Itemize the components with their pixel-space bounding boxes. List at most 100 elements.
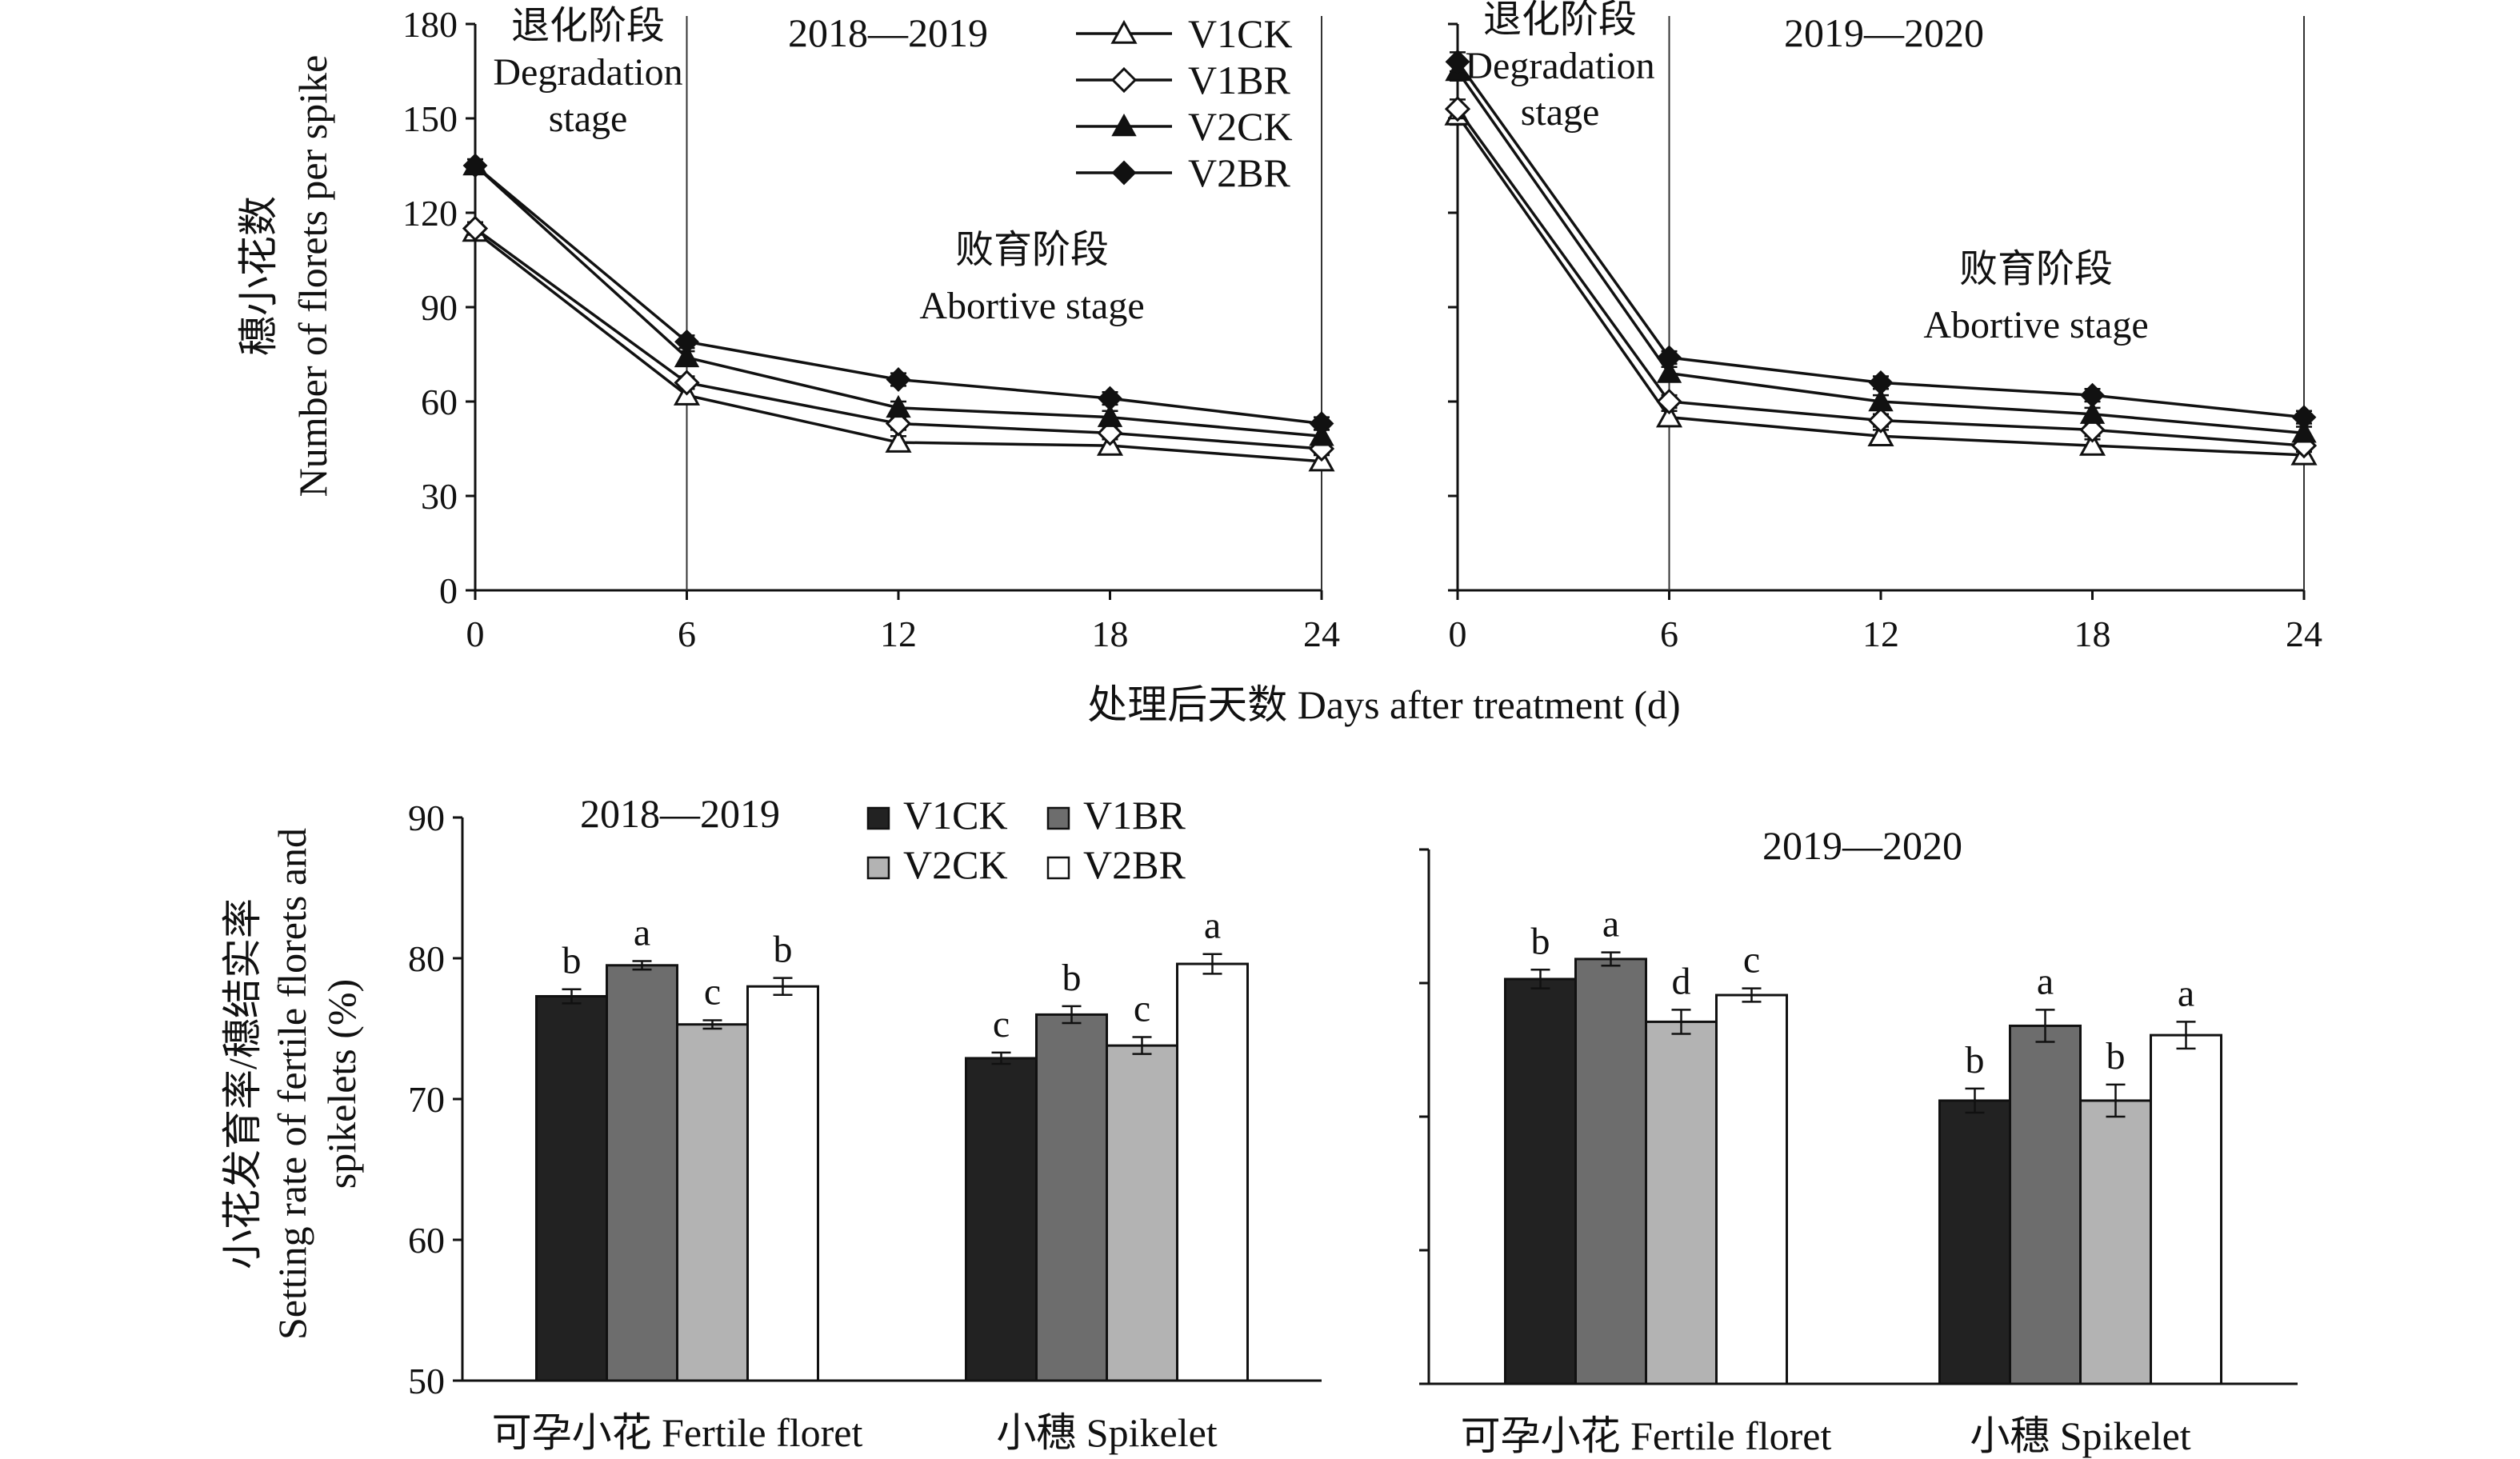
- marker-filled-diamond: [1445, 49, 1470, 74]
- degradation-stage-label: stage: [549, 98, 628, 140]
- significance-letter: d: [1672, 960, 1691, 1002]
- marker-open-diamond: [674, 370, 700, 396]
- bar-V1CK: [535, 995, 608, 1382]
- x-tick-label: 12: [880, 614, 917, 654]
- y-axis-label: spikelets (%): [319, 979, 364, 1189]
- marker-open-diamond: [2079, 417, 2106, 443]
- marker-open-diamond: [1110, 66, 1138, 94]
- marker-filled-triangle: [1868, 388, 1894, 412]
- x-tick-label: 6: [678, 614, 696, 654]
- marker-open-triangle: [885, 429, 912, 453]
- bar-V2BR: [1715, 993, 1788, 1385]
- significance-letter: a: [2178, 972, 2194, 1014]
- period-label: 2018—2019: [580, 791, 780, 836]
- significance-letter: c: [993, 1003, 1010, 1045]
- marker-open-triangle: [1655, 403, 1683, 428]
- y-tick-label: 60: [408, 1220, 445, 1261]
- significance-letter: b: [1531, 920, 1550, 962]
- significance-letter: c: [1743, 939, 1760, 981]
- legend-label: V1BR: [1083, 793, 1186, 837]
- y-axis-label: Number of florets per spike: [290, 55, 335, 498]
- x-tick-label: 24: [2286, 614, 2322, 654]
- marker-open-diamond: [1656, 388, 1682, 415]
- degradation-stage-label: Degradation: [1465, 45, 1654, 87]
- x-tick-label: 18: [2074, 614, 2111, 654]
- x-tick-label: 6: [1660, 614, 1678, 654]
- legend-swatch: [1046, 806, 1070, 830]
- category-label: 可孕小花 Fertile floret: [492, 1410, 863, 1455]
- bar-V2CK: [1645, 1020, 1718, 1385]
- series-V2BR: [1445, 49, 2317, 430]
- y-axis-label: 穗小花数: [236, 196, 281, 356]
- x-tick-label: 12: [1862, 614, 1899, 654]
- category-label: 小穗 Spikelet: [1970, 1413, 2190, 1458]
- series-V1BR: [1444, 96, 2318, 459]
- significance-letter: b: [562, 940, 582, 982]
- y-tick-label: 30: [421, 476, 458, 517]
- marker-filled-diamond: [1657, 345, 1682, 370]
- marker-open-diamond: [1444, 96, 1471, 122]
- y-tick-label: 90: [421, 287, 458, 328]
- bar-V1CK: [965, 1057, 1038, 1382]
- marker-filled-diamond: [2291, 405, 2317, 430]
- marker-open-triangle: [1110, 19, 1138, 44]
- category-label: 可孕小花 Fertile floret: [1461, 1413, 1832, 1458]
- marker-filled-triangle: [1097, 404, 1123, 427]
- bar-V1BR: [606, 964, 678, 1382]
- marker-filled-triangle: [2291, 420, 2317, 443]
- abortive-stage-label: Abortive stage: [919, 285, 1144, 327]
- abortive-stage-label: 败育阶段: [1959, 248, 2113, 290]
- bar-V2BR: [1176, 962, 1249, 1382]
- y-axis-label: 小花发育率/穗结实率: [220, 898, 265, 1269]
- significance-letter: a: [2037, 960, 2054, 1002]
- marker-open-diamond: [462, 215, 489, 242]
- bar-V1CK: [1504, 977, 1577, 1385]
- significance-letter: b: [2106, 1035, 2126, 1077]
- shared-x-axis-label: 处理后天数 Days after treatment (d): [1087, 682, 1680, 727]
- bar-V2CK: [2079, 1099, 2152, 1385]
- marker-open-diamond: [1097, 420, 1123, 446]
- significance-letter: a: [634, 912, 650, 954]
- marker-open-diamond: [885, 410, 912, 437]
- marker-filled-triangle: [1656, 360, 1682, 383]
- bar-V2BR: [2150, 1033, 2222, 1385]
- y-axis-label: Setting rate of fertile florets and: [270, 828, 314, 1340]
- degradation-stage-label: Degradation: [493, 51, 682, 94]
- bar-panel-2018-2019: 50 60 70 80 90 b a c b 可孕小花 Fertile floret c b c a 小穗 …: [220, 791, 1322, 1455]
- period-label: 2019—2020: [1784, 10, 1984, 55]
- degradation-stage-label: 退化阶段: [1483, 0, 1637, 41]
- line-panel-2018-2019: 0 30 60 90 120 150 180 0 6 12 18 24 2018—2019 退化阶段Deg…: [236, 4, 1340, 654]
- marker-filled-diamond: [674, 329, 699, 354]
- marker-filled-triangle: [1111, 113, 1137, 137]
- y-tick-label: 180: [402, 4, 458, 45]
- period-label: 2018—2019: [788, 10, 988, 55]
- degradation-stage-label: 退化阶段: [511, 5, 665, 47]
- y-tick-label: 50: [408, 1361, 445, 1401]
- legend-label: V2CK: [903, 842, 1008, 887]
- y-tick-label: 60: [421, 382, 458, 422]
- marker-filled-diamond: [1111, 160, 1137, 186]
- category-label: 小穗 Spikelet: [996, 1410, 1217, 1455]
- x-tick-label: 18: [1092, 614, 1129, 654]
- y-tick-label: 0: [439, 570, 458, 611]
- y-tick-label: 70: [408, 1079, 445, 1120]
- series-V2CK: [462, 152, 1334, 446]
- legend-swatch: [1046, 856, 1070, 880]
- marker-open-diamond: [1867, 407, 1894, 434]
- legend-label: V2CK: [1188, 104, 1293, 149]
- marker-filled-diamond: [1868, 370, 1894, 395]
- y-tick-label: 150: [402, 98, 458, 139]
- marker-filled-triangle: [674, 344, 700, 368]
- marker-open-triangle: [2078, 431, 2106, 456]
- marker-filled-diamond: [886, 367, 911, 392]
- marker-filled-diamond: [462, 153, 488, 178]
- period-label: 2019—2020: [1762, 823, 1962, 868]
- x-tick-label: 0: [466, 614, 485, 654]
- marker-filled-triangle: [2079, 401, 2106, 424]
- x-tick-label: 0: [1449, 614, 1467, 654]
- abortive-stage-label: 败育阶段: [955, 229, 1109, 271]
- series-V2BR: [462, 153, 1334, 436]
